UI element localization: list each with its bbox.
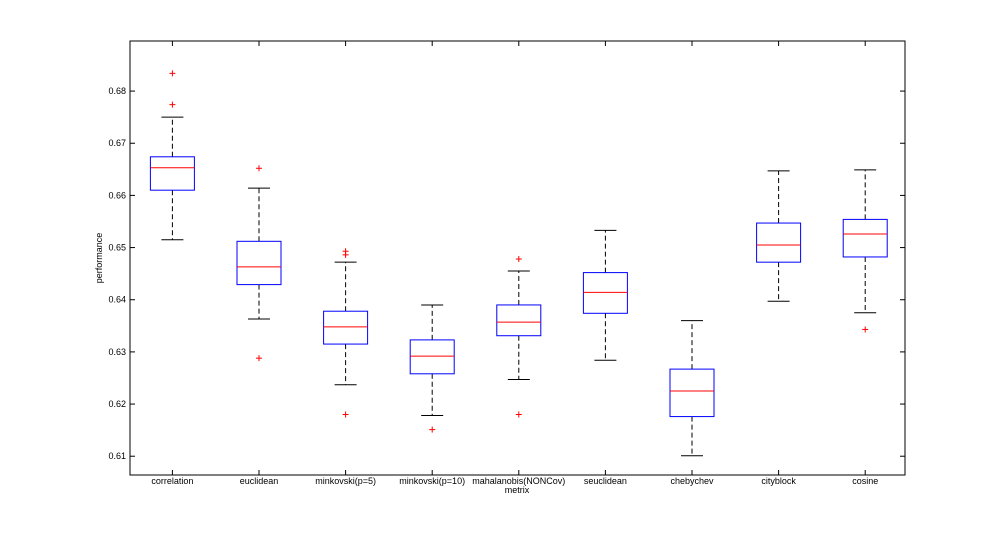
boxes-layer — [149, 70, 888, 457]
iqr-box — [149, 156, 195, 191]
outlier-marker — [342, 251, 349, 258]
x-axis-label: metrix — [505, 485, 530, 495]
x-tick-label: cityblock — [761, 476, 796, 486]
x-tick-label: correlation — [151, 476, 193, 486]
box-mahalanobis(NONCov) — [496, 256, 542, 418]
x-tick-label: euclidean — [240, 476, 279, 486]
y-tick-label: 0.67 — [108, 138, 126, 148]
iqr-box — [842, 218, 888, 258]
x-tick-label: minkovski(p=5) — [315, 476, 376, 486]
box-minkovski(p=5) — [323, 248, 369, 418]
x-tick-label: seuclidean — [584, 476, 627, 486]
y-tick-label: 0.65 — [108, 243, 126, 253]
y-ticks: 0.61 0.62 0.63 0.64 0.65 0.66 0.67 0.68 — [108, 86, 905, 461]
box-cityblock — [756, 170, 802, 302]
iqr-box — [409, 339, 455, 375]
y-tick-label: 0.66 — [108, 190, 126, 200]
iqr-box — [669, 368, 715, 418]
box-chebychev — [669, 320, 715, 457]
y-tick-label: 0.63 — [108, 347, 126, 357]
x-tick-label: cosine — [852, 476, 878, 486]
axes-layer — [129, 40, 906, 476]
outlier-marker — [515, 411, 522, 418]
iqr-box — [756, 222, 802, 263]
outlier-marker — [169, 70, 176, 77]
y-tick-label: 0.62 — [108, 399, 126, 409]
iqr-box — [236, 240, 282, 286]
x-tick-label: minkovski(p=10) — [399, 476, 465, 486]
box-euclidean — [236, 165, 282, 362]
iqr-box — [582, 272, 628, 314]
box-correlation — [149, 70, 195, 241]
outlier-marker — [515, 256, 522, 263]
box-seuclidean — [582, 229, 628, 361]
y-tick-label: 0.61 — [108, 451, 126, 461]
outlier-marker — [429, 426, 436, 433]
box-minkovski(p=10) — [409, 304, 455, 433]
outlier-marker — [256, 165, 262, 172]
y-tick-label: 0.68 — [108, 86, 126, 96]
iqr-box — [496, 304, 542, 337]
y-axis-label: performance — [94, 233, 104, 284]
x-tick-label: mahalanobis(NONCov) — [472, 476, 565, 486]
box-cosine — [842, 169, 888, 333]
axes-frame — [129, 40, 906, 476]
outlier-marker — [256, 355, 262, 362]
x-ticks: correlation euclidean minkovski(p=5) minkov… — [151, 41, 878, 486]
x-tick-label: chebychev — [670, 476, 714, 486]
iqr-box — [323, 310, 369, 345]
outlier-marker — [169, 101, 176, 108]
outlier-marker — [342, 411, 349, 418]
outlier-marker — [862, 326, 869, 333]
y-tick-label: 0.64 — [108, 295, 126, 305]
